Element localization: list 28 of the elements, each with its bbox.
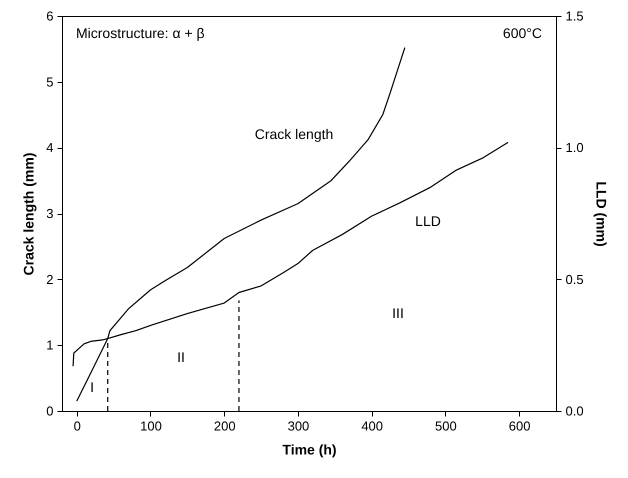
y-tick-label: 2 xyxy=(46,272,54,287)
annotation: Microstructure: α + β xyxy=(76,25,205,41)
annotation: Crack length xyxy=(254,126,334,142)
annotation: III xyxy=(392,305,404,321)
y-tick-label: 5 xyxy=(46,74,54,90)
annotation: 600°C xyxy=(502,25,542,41)
y-tick-label: 3 xyxy=(46,206,54,221)
y-axis-title: Crack length (mm) xyxy=(20,152,36,276)
x-tick-label: 100 xyxy=(140,418,162,434)
x-tick-label: 300 xyxy=(288,418,310,434)
annotation: LLD xyxy=(415,213,441,229)
y2-axis-title: LLD (mm) xyxy=(594,181,610,247)
y-tick-label: 4 xyxy=(46,140,54,156)
x-tick-label: 200 xyxy=(214,418,236,434)
y2-tick-label: 1.0 xyxy=(566,140,584,156)
y-tick-label: 6 xyxy=(46,8,54,24)
y2-tick-label: 0.5 xyxy=(566,272,584,287)
x-axis-title: Time (h) xyxy=(282,442,337,458)
x-tick-label: 500 xyxy=(435,418,457,434)
y2-tick-label: 1.5 xyxy=(566,8,584,24)
x-tick-label: 0 xyxy=(74,418,81,434)
y-tick-label: 1 xyxy=(46,338,54,353)
y-tick-label: 0 xyxy=(46,404,54,418)
annotation: II xyxy=(177,349,185,365)
x-tick-label: 400 xyxy=(361,418,384,434)
x-tick-label: 600 xyxy=(508,418,530,434)
y2-tick-label: 0.0 xyxy=(566,404,584,418)
annotation: I xyxy=(90,379,94,395)
